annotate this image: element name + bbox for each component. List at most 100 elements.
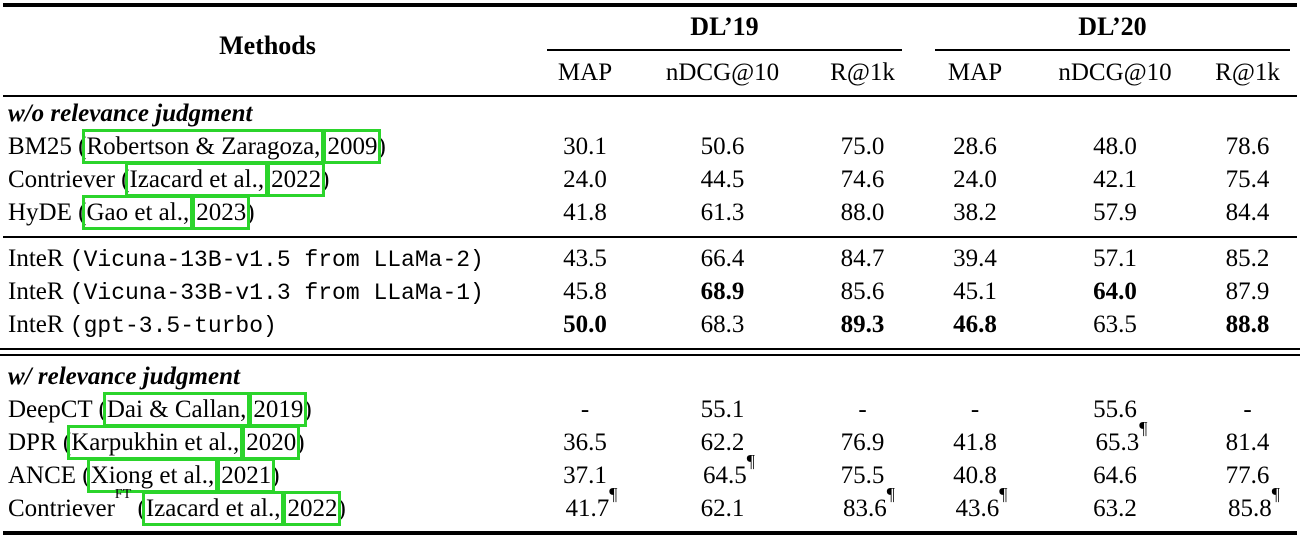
- section-header: w/ relevance judgment: [8, 363, 240, 390]
- value-cell: 78.6: [1225, 133, 1270, 160]
- value-cell: 64.0: [1093, 278, 1137, 305]
- value-cell: 63.2: [1093, 495, 1137, 522]
- col-header-map-dl19: MAP: [557, 59, 613, 86]
- model-name-mono: (gpt-3.5-turbo): [69, 313, 277, 339]
- citation-author-link[interactable]: Karpukhin et al.,: [67, 425, 244, 460]
- section-header: w/o relevance judgment: [8, 100, 253, 127]
- value-cell: 85.8¶: [1228, 483, 1280, 522]
- method-cell: ContrieverFT (Izacard et al., 2022): [8, 486, 346, 526]
- value-cell: 28.6: [953, 133, 997, 160]
- methods-column-header: Methods: [219, 31, 316, 60]
- col-header-r1k-dl19: R@1k: [830, 59, 895, 86]
- table-row: DPR (Karpukhin et al., 2020) 36.5 62.2 76.9 4…: [0, 417, 1300, 460]
- pilcrow-marker: ¶: [1271, 483, 1280, 504]
- method-cell: InteR (gpt-3.5-turbo): [8, 311, 277, 339]
- citation-year-link[interactable]: 2019: [249, 392, 308, 427]
- citation-year-link[interactable]: 2021: [217, 458, 276, 493]
- value-cell: 87.9: [1225, 278, 1270, 305]
- value-cell: 57.1: [1093, 245, 1137, 272]
- pilcrow-marker: ¶: [999, 483, 1008, 504]
- value-cell: 68.3: [700, 311, 745, 338]
- pilcrow-marker: ¶: [1139, 417, 1148, 438]
- value-cell: 40.8: [953, 462, 997, 489]
- value-cell: 50.0: [563, 311, 607, 338]
- value-cell: 44.5: [700, 166, 745, 193]
- section-separator-rule: [3, 236, 1297, 238]
- value-cell: 65.3¶: [1095, 417, 1148, 456]
- citation-author-link[interactable]: Dai & Callan,: [102, 392, 251, 427]
- value-cell: 81.4: [1225, 429, 1270, 456]
- value-cell: 89.3: [840, 311, 885, 338]
- pilcrow-marker: ¶: [886, 483, 895, 504]
- method-cell: HyDE (Gao et al., 2023): [8, 195, 255, 230]
- value-cell: 41.8: [563, 199, 607, 226]
- value-cell: 83.6¶: [843, 483, 895, 522]
- bottom-rule: [3, 531, 1297, 535]
- value-cell: 41.7¶: [565, 483, 618, 522]
- citation-year-link[interactable]: 2020: [242, 425, 301, 460]
- value-cell: 45.8: [563, 278, 607, 305]
- value-cell: -: [1243, 396, 1252, 423]
- value-cell: 57.9: [1093, 199, 1137, 226]
- value-cell: 37.1: [563, 462, 607, 489]
- value-cell: 55.6: [1093, 396, 1137, 423]
- citation-author-link[interactable]: Izacard et al.,: [125, 162, 269, 197]
- model-name-mono: (Vicuna-33B-v1.3 from LLaMa-1): [69, 280, 484, 306]
- table-row: ContrieverFT (Izacard et al., 2022) 41.7¶ 6…: [0, 483, 1300, 526]
- citation-year-link[interactable]: 2023: [192, 195, 251, 230]
- value-cell: 43.5: [563, 245, 607, 272]
- value-cell: 85.2: [1225, 245, 1270, 272]
- table-header: Methods DL’19 DL’20 MAP nDCG@10 R@1k MAP…: [0, 7, 1300, 95]
- value-cell: 55.1: [700, 396, 745, 423]
- table-row: ANCE (Xiong et al., 2021) 37.1 64.5¶ 75.5 40.…: [0, 452, 1300, 493]
- table-row: Contriever (Izacard et al., 2022) 24.0 44.5…: [0, 162, 1300, 197]
- value-cell: 88.0: [840, 199, 885, 226]
- table-body: w/o relevance judgment BM25 (Robertson & …: [0, 97, 1300, 526]
- value-cell: -: [858, 396, 867, 423]
- group-header-dl19: DL’19: [547, 7, 902, 51]
- value-cell: 75.0: [840, 133, 885, 160]
- value-cell: 30.1: [563, 133, 607, 160]
- value-cell: 24.0: [563, 166, 607, 193]
- value-cell: 75.4: [1225, 166, 1270, 193]
- col-header-map-dl20: MAP: [947, 59, 1003, 86]
- citation-author-link[interactable]: Gao et al.,: [82, 195, 194, 230]
- separator-line-top: [0, 348, 1300, 350]
- group-header-dl20: DL’20: [935, 7, 1290, 51]
- value-cell: 68.9: [700, 278, 745, 305]
- citation-author-link[interactable]: Robertson & Zaragoza,: [82, 129, 325, 164]
- value-cell: 64.6: [1093, 462, 1137, 489]
- value-cell: 76.9: [840, 429, 885, 456]
- value-cell: 85.6: [840, 278, 885, 305]
- metric-groups: DL’19 DL’20 MAP nDCG@10 R@1k MAP nDCG@10…: [535, 7, 1300, 95]
- value-cell: 50.6: [700, 133, 745, 160]
- table-row: HyDE (Gao et al., 2023) 41.8 61.3 88.0 38.2 57…: [0, 195, 1300, 230]
- table-row: InteR (Vicuna-33B-v1.3 from LLaMa-1) 45.8…: [0, 275, 1300, 308]
- pilcrow-marker: ¶: [746, 450, 755, 471]
- value-cell: 45.1: [953, 278, 997, 305]
- citation-author-link[interactable]: Xiong et al.,: [86, 458, 219, 493]
- table-row: DeepCT (Dai & Callan, 2019) - 55.1 - - 55.6 -: [0, 392, 1300, 427]
- value-cell: -: [970, 396, 980, 423]
- citation-year-link[interactable]: 2022: [283, 491, 342, 526]
- citation-author-link[interactable]: Izacard et al.,: [141, 491, 285, 526]
- table-row: BM25 (Robertson & Zaragoza, 2009) 30.1 50.6…: [0, 129, 1300, 164]
- value-cell: 38.2: [953, 199, 997, 226]
- method-cell: BM25 (Robertson & Zaragoza, 2009): [8, 129, 386, 164]
- value-cell: 39.4: [953, 245, 997, 272]
- value-cell: 84.4: [1225, 199, 1270, 226]
- value-cell: 62.2: [700, 429, 745, 456]
- results-table: Methods DL’19 DL’20 MAP nDCG@10 R@1k MAP…: [0, 3, 1300, 543]
- citation-year-link[interactable]: 2009: [323, 129, 382, 164]
- method-cell: DeepCT (Dai & Callan, 2019): [8, 392, 312, 427]
- col-header-r1k-dl20: R@1k: [1215, 59, 1280, 86]
- value-cell: 88.8: [1225, 311, 1270, 338]
- method-cell: Contriever (Izacard et al., 2022): [8, 162, 330, 197]
- method-cell: InteR (Vicuna-13B-v1.5 from LLaMa-2): [8, 245, 484, 273]
- method-cell: ANCE (Xiong et al., 2021): [8, 458, 280, 493]
- value-cell: 77.6: [1225, 462, 1270, 489]
- pilcrow-marker: ¶: [609, 483, 618, 504]
- value-cell: -: [580, 396, 590, 423]
- separator-line-bottom: [0, 354, 1300, 356]
- citation-year-link[interactable]: 2022: [267, 162, 326, 197]
